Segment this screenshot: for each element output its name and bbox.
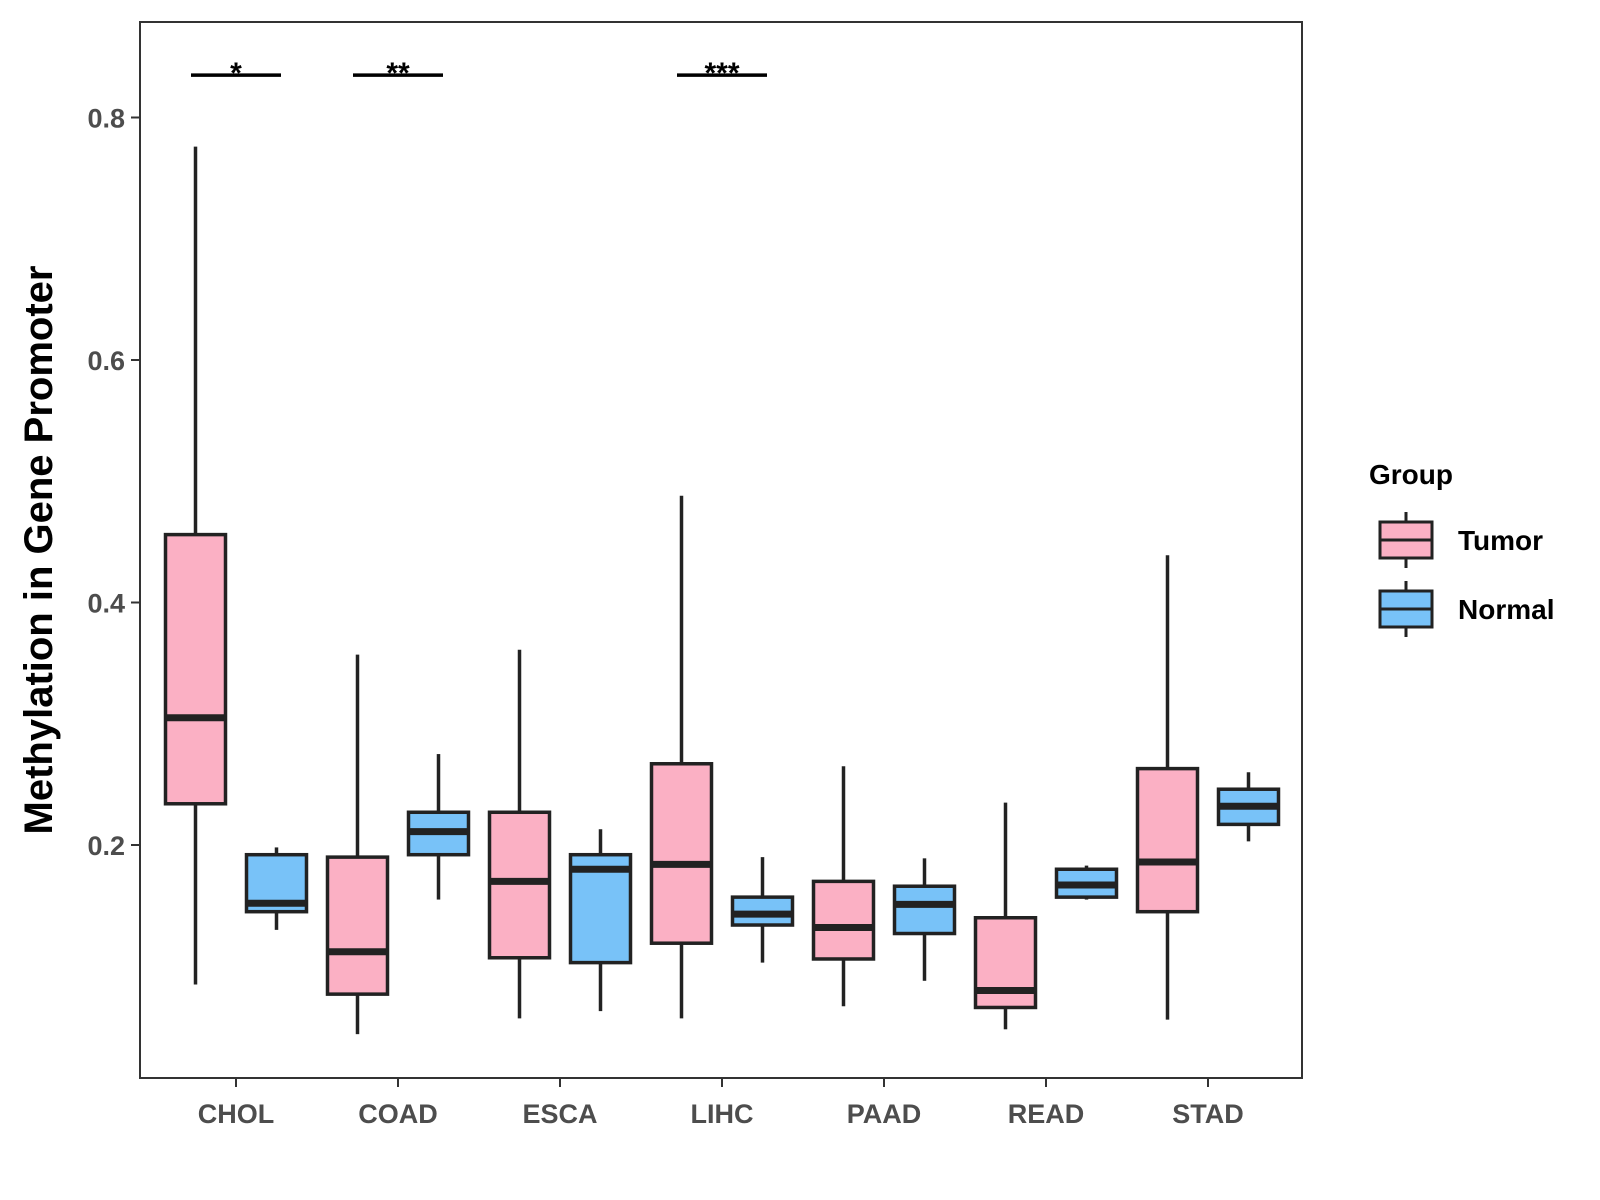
- significance-coad: **: [353, 57, 443, 90]
- y-tick-label: 0.6: [87, 346, 125, 376]
- y-axis-title: Methylation in Gene Promoter: [17, 266, 61, 835]
- x-axis: CHOL COAD ESCA LIHC PAAD READ STAD: [198, 1078, 1244, 1129]
- box-body: [1135, 766, 1200, 914]
- box-normal-coad: [406, 754, 471, 900]
- box-normal-paad: [892, 858, 957, 981]
- significance-chol: *: [191, 57, 281, 90]
- x-tick-label: COAD: [358, 1099, 438, 1129]
- box-tumor-read: [973, 802, 1038, 1030]
- box-body: [163, 532, 228, 806]
- box-tumor-stad: [1135, 555, 1200, 1020]
- y-tick-label: 0.4: [87, 589, 125, 619]
- box-normal-chol: [244, 847, 309, 930]
- x-tick-label: CHOL: [198, 1099, 275, 1129]
- x-tick-label: READ: [1008, 1099, 1085, 1129]
- box-layer: [163, 146, 1281, 1035]
- x-tick-label: ESCA: [522, 1099, 597, 1129]
- box-tumor-esca: [487, 649, 552, 1019]
- box-body: [325, 855, 390, 996]
- box-body: [973, 916, 1038, 1010]
- box-normal-stad: [1216, 772, 1281, 842]
- legend: Group Tumor Normal: [1369, 459, 1554, 637]
- significance-label: *: [230, 57, 242, 90]
- legend-label: Normal: [1458, 594, 1554, 625]
- box-body: [811, 879, 876, 961]
- x-tick-label: PAAD: [847, 1099, 922, 1129]
- box-tumor-coad: [325, 654, 390, 1035]
- legend-label: Tumor: [1458, 525, 1543, 556]
- y-tick-label: 0.8: [87, 104, 125, 134]
- box-tumor-lihc: [649, 495, 714, 1019]
- x-tick-label: LIHC: [691, 1099, 754, 1129]
- significance-label: ***: [704, 57, 739, 90]
- plot-panel: [139, 21, 1303, 1079]
- significance-lihc: ***: [677, 57, 767, 90]
- box-body: [487, 810, 552, 960]
- box-tumor-chol: [163, 146, 228, 985]
- legend-title: Group: [1369, 459, 1453, 490]
- box-body: [892, 884, 957, 936]
- x-tick-label: STAD: [1172, 1099, 1244, 1129]
- significance-layer: * ** ***: [191, 57, 767, 90]
- legend-entry-normal: Normal: [1378, 581, 1554, 637]
- significance-label: **: [386, 57, 410, 90]
- box-tumor-paad: [811, 766, 876, 1007]
- legend-entry-tumor: Tumor: [1378, 512, 1543, 568]
- y-tick-label: 0.2: [87, 831, 125, 861]
- box-body: [649, 762, 714, 945]
- y-axis: 0.2 0.4 0.6 0.8: [87, 104, 140, 861]
- box-normal-esca: [568, 829, 633, 1012]
- box-normal-lihc: [730, 857, 795, 963]
- box-normal-read: [1054, 865, 1119, 900]
